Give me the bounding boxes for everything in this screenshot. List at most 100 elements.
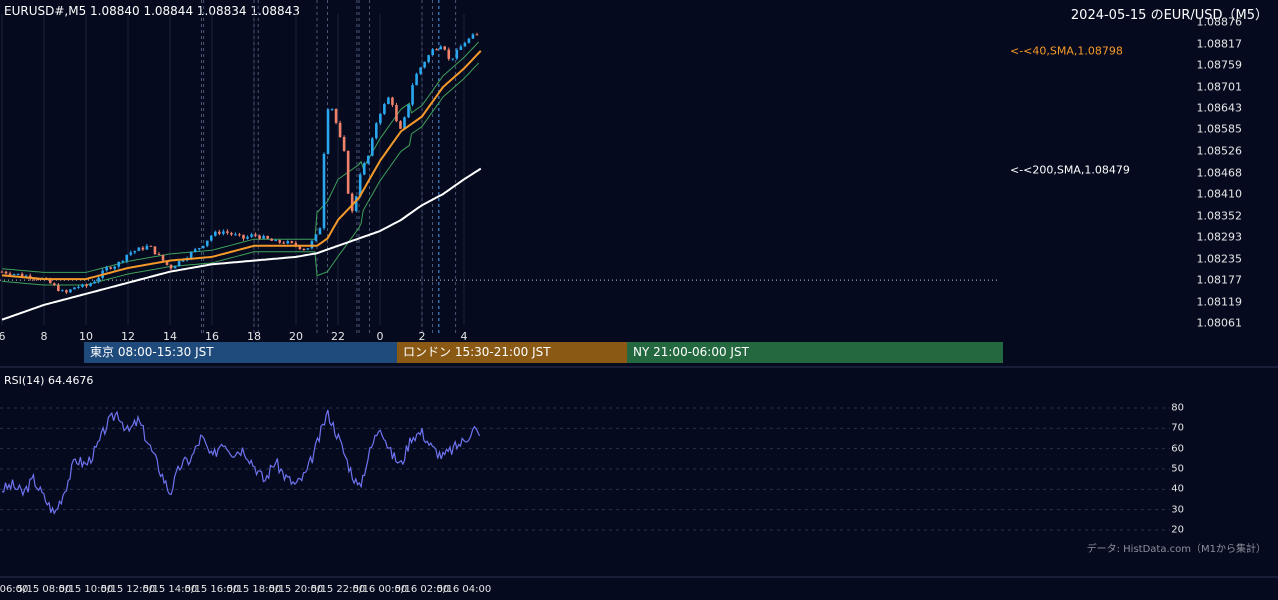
time-tick-label: 5/15 12:00 — [100, 584, 156, 595]
candle-body — [258, 235, 261, 239]
candle-body — [298, 246, 302, 250]
candle-body — [423, 61, 426, 68]
time-tick-label: 5/15 10:00 — [58, 584, 114, 595]
candle-body — [294, 242, 298, 247]
candle-body — [234, 234, 237, 236]
candle-body — [322, 153, 326, 229]
candle-body — [467, 38, 471, 43]
candle-body — [93, 281, 96, 284]
price-tick-label: 1.08643 — [1196, 101, 1243, 115]
candle-body — [362, 163, 366, 175]
candle-body — [447, 49, 451, 59]
candle-body — [65, 290, 68, 293]
candle-body — [24, 275, 28, 277]
candle-body — [230, 232, 233, 235]
candle-body — [157, 253, 161, 255]
candle-body — [306, 248, 310, 250]
candle-body — [193, 249, 197, 253]
candle-body — [113, 266, 116, 269]
hour-tick-label: 18 — [247, 330, 261, 343]
candle-body — [326, 109, 330, 154]
time-tick-label: 5/15 22:00 — [310, 584, 366, 595]
candle-body — [57, 285, 60, 292]
price-tick-label: 1.08701 — [1196, 80, 1243, 94]
candle-body — [463, 42, 467, 47]
candle-body — [49, 278, 52, 284]
candle-body — [201, 245, 205, 249]
candle-body — [379, 113, 382, 124]
candle-body — [246, 236, 249, 239]
candle-body — [250, 234, 253, 237]
bollinger-upper — [1, 41, 480, 273]
hour-tick-label: 22 — [331, 330, 345, 343]
bollinger-lower — [1, 62, 480, 286]
candle-body — [133, 250, 137, 253]
candle-body — [85, 284, 88, 287]
candle-body — [214, 231, 217, 236]
candle-body — [12, 274, 16, 276]
candle-body — [330, 108, 334, 110]
hour-tick-label: 4 — [460, 330, 468, 343]
candle-body — [350, 193, 354, 212]
candle-body — [274, 240, 277, 242]
price-tick-label: 1.08759 — [1196, 58, 1243, 72]
price-tick-label: 1.08352 — [1196, 209, 1243, 223]
candle-body — [177, 261, 181, 267]
candle-body — [375, 123, 378, 139]
candle-body — [4, 271, 8, 274]
candle-body — [399, 121, 402, 129]
candle-body — [218, 231, 221, 234]
session-london: ロンドン 15:30-21:00 JST — [397, 342, 627, 363]
candle-body — [226, 231, 229, 233]
candle-body — [451, 58, 455, 60]
candle-body — [403, 117, 406, 129]
candle-body — [121, 260, 125, 262]
hour-tick-label: 2 — [418, 330, 426, 343]
candle-body — [286, 241, 290, 244]
sma40-path — [1, 50, 482, 281]
candle-body — [334, 108, 338, 123]
rsi-tick-label: 70 — [1171, 422, 1184, 434]
candle-body — [387, 97, 390, 105]
candle-body — [165, 260, 169, 265]
candle-body — [266, 235, 269, 239]
candle-body — [459, 46, 463, 50]
hour-tick-label: 10 — [79, 330, 93, 343]
session-tokyo: 東京 08:00-15:30 JST — [84, 342, 397, 363]
candle-body — [431, 49, 434, 56]
candle-body — [8, 273, 12, 275]
candle-body — [169, 264, 173, 269]
rsi-grid — [0, 366, 1278, 578]
candle-body — [73, 287, 76, 290]
candle-body — [141, 247, 145, 250]
candle-body — [129, 252, 133, 255]
candle-body — [435, 49, 438, 51]
candle-body — [20, 273, 24, 277]
candle-body — [61, 290, 64, 292]
candle-body — [89, 283, 92, 287]
price-tick-label: 1.08526 — [1196, 144, 1243, 158]
sma200-line — [1, 167, 482, 321]
candle-body — [290, 241, 294, 243]
rsi-tick-label: 20 — [1171, 524, 1184, 536]
price-tick-label: 1.08876 — [1196, 15, 1243, 29]
candle-body — [181, 260, 185, 262]
time-tick-label: 06:00 — [0, 584, 29, 595]
candle-body — [254, 234, 257, 236]
candle-body — [278, 240, 282, 243]
rsi-tick-label: 80 — [1171, 402, 1184, 414]
rsi-path — [1, 409, 481, 515]
candle-body — [222, 231, 225, 234]
price-grid — [0, 14, 1000, 325]
candle-body — [262, 235, 265, 239]
candlestick-series — [0, 32, 479, 295]
hour-tick-label: 6 — [0, 330, 6, 343]
time-tick-label: 5/16 04:00 — [436, 584, 492, 595]
candle-body — [53, 283, 56, 286]
rsi-title: RSI(14) 64.4676 — [4, 374, 94, 387]
session-ny: NY 21:00-06:00 JST — [627, 342, 1003, 363]
candle-body — [366, 155, 370, 164]
candle-body — [205, 240, 209, 246]
candle-body — [310, 240, 314, 249]
